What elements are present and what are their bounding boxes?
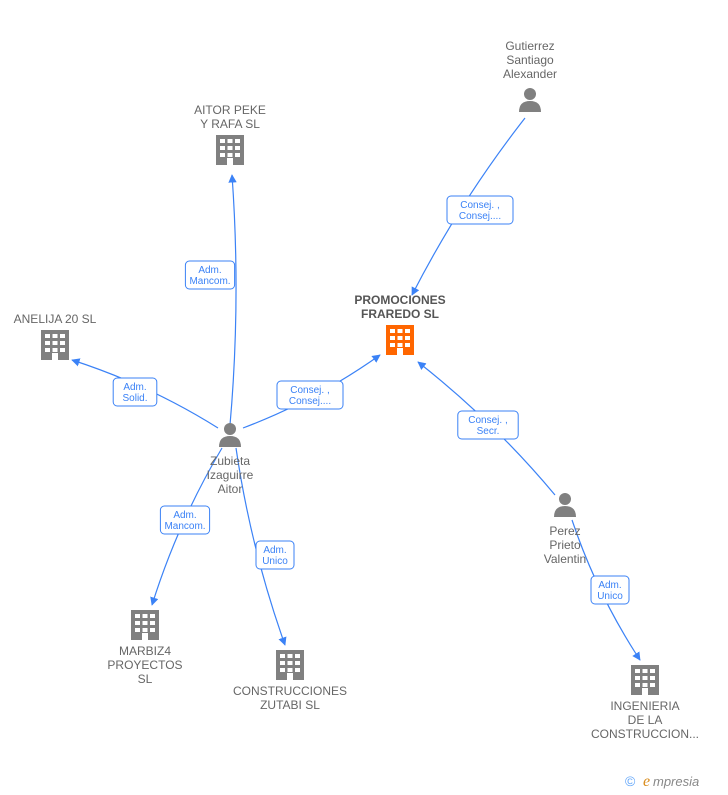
edge-label-text: Consej. ,Consej.... (289, 385, 331, 407)
edge-label-text: Adm.Unico (262, 545, 288, 567)
company-node-construcciones[interactable] (276, 650, 304, 680)
person-node-perez[interactable] (554, 493, 576, 517)
edge-label-text: Adm.Unico (597, 580, 623, 602)
watermark: © empresia (625, 773, 699, 790)
edge-label-text: Adm.Solid. (122, 382, 147, 404)
node-label-ingenieria: INGENIERIADE LACONSTRUCCION... (591, 699, 699, 741)
node-label-zubieta: ZubietaIzaguirreAitor (207, 454, 254, 496)
node-label-aitor_peke: AITOR PEKEY RAFA SL (194, 103, 266, 131)
edge-label-text: Consej. ,Consej.... (459, 200, 501, 222)
node-label-promociones: PROMOCIONESFRAREDO SL (354, 293, 445, 321)
network-diagram: Adm.Mancom.Adm.Solid.Consej. ,Consej....… (0, 0, 728, 795)
person-node-zubieta[interactable] (219, 423, 241, 447)
node-label-perez: PerezPrietoValentin (544, 524, 586, 566)
watermark-e: e (643, 773, 650, 790)
edge-zubieta-aitor_peke (230, 175, 236, 425)
node-label-construcciones: CONSTRUCCIONESZUTABI SL (233, 684, 347, 712)
company-node-promociones[interactable] (386, 325, 414, 355)
company-node-aitor_peke[interactable] (216, 135, 244, 165)
person-node-gutierrez[interactable] (519, 88, 541, 112)
company-node-marbiz4[interactable] (131, 610, 159, 640)
company-node-anelija[interactable] (41, 330, 69, 360)
watermark-text: mpresia (653, 774, 699, 789)
company-node-ingenieria[interactable] (631, 665, 659, 695)
node-label-gutierrez: GutierrezSantiagoAlexander (503, 39, 557, 81)
copyright-symbol: © (625, 773, 636, 789)
node-label-anelija: ANELIJA 20 SL (14, 312, 97, 326)
node-label-marbiz4: MARBIZ4PROYECTOSSL (107, 644, 182, 686)
